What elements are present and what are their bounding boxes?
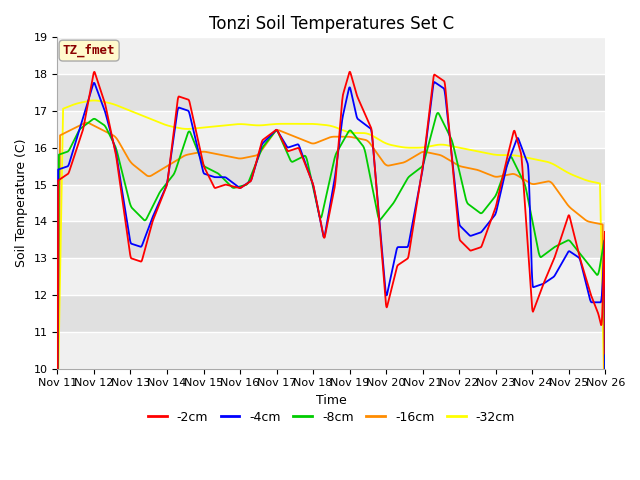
- Bar: [58, 221, 605, 258]
- Title: Tonzi Soil Temperatures Set C: Tonzi Soil Temperatures Set C: [209, 15, 454, 33]
- X-axis label: Time: Time: [316, 394, 347, 407]
- Bar: [58, 111, 605, 148]
- Bar: [58, 37, 605, 74]
- Bar: [58, 74, 605, 111]
- Y-axis label: Soil Temperature (C): Soil Temperature (C): [15, 139, 28, 267]
- Bar: [58, 184, 605, 221]
- Bar: [58, 258, 605, 295]
- Legend: -2cm, -4cm, -8cm, -16cm, -32cm: -2cm, -4cm, -8cm, -16cm, -32cm: [143, 406, 520, 429]
- Bar: [58, 148, 605, 184]
- Bar: [58, 332, 605, 369]
- Bar: [58, 295, 605, 332]
- Text: TZ_fmet: TZ_fmet: [63, 44, 115, 57]
